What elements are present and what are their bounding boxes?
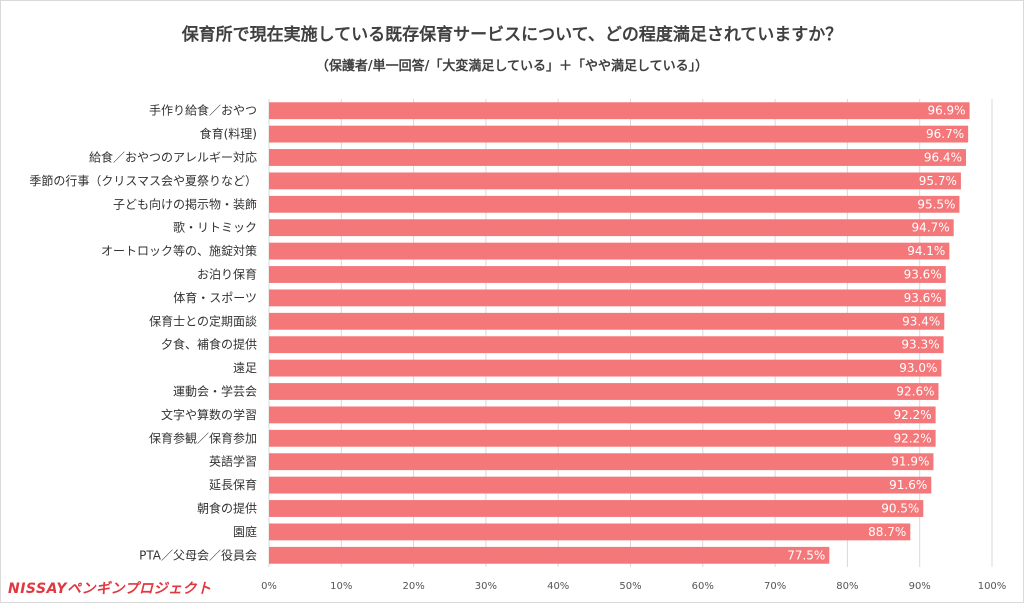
category-label: 保育士との定期面談 xyxy=(149,313,257,328)
category-label: 夕食、補食の提供 xyxy=(161,337,257,352)
value-label: 93.6% xyxy=(904,291,942,305)
bar xyxy=(269,406,936,424)
x-tick-label: 50% xyxy=(619,581,641,592)
bar xyxy=(269,266,946,283)
category-label: 季節の行事（クリスマス会や夏祭りなど） xyxy=(29,173,257,188)
category-label: 英語学習 xyxy=(209,454,257,469)
bar xyxy=(269,312,945,330)
x-tick-label: 90% xyxy=(909,581,931,592)
bar xyxy=(269,125,969,143)
bar xyxy=(269,500,924,517)
category-label: 朝食の提供 xyxy=(197,501,257,516)
category-label: 延長保育 xyxy=(209,477,257,492)
value-label: 93.6% xyxy=(904,268,942,282)
value-label: 91.6% xyxy=(889,478,927,492)
category-label: 子ども向けの掲示物・装飾 xyxy=(113,196,257,211)
value-label: 96.4% xyxy=(924,151,962,165)
category-label: 体育・スポーツ xyxy=(173,290,257,305)
value-label: 95.5% xyxy=(917,197,955,211)
chart-title: 保育所で現在実施している既存保育サービスについて、どの程度満足されていますか？ xyxy=(181,25,843,45)
bar xyxy=(269,336,944,354)
value-label: 90.5% xyxy=(881,502,919,516)
category-label: 食育(料理) xyxy=(200,126,257,141)
x-tick-label: 60% xyxy=(692,581,714,592)
bar xyxy=(269,383,939,400)
value-label: 94.1% xyxy=(907,244,945,258)
bar xyxy=(269,172,961,190)
category-label: 園庭 xyxy=(233,524,257,539)
bar xyxy=(269,453,934,471)
category-label: 歌・リトミック xyxy=(173,220,257,235)
value-label: 93.3% xyxy=(901,338,939,352)
value-label: 91.9% xyxy=(891,455,929,469)
category-label: 運動会・学芸会 xyxy=(173,384,257,399)
value-label: 92.6% xyxy=(896,385,934,399)
bar xyxy=(269,242,950,260)
bar xyxy=(269,149,966,166)
category-label: 遠足 xyxy=(233,361,257,375)
category-label: 保育参観／保育参加 xyxy=(149,430,257,445)
value-label: 93.0% xyxy=(899,361,937,375)
value-label: 77.5% xyxy=(787,548,825,562)
category-label: オートロック等の、施錠対策 xyxy=(101,243,257,258)
bar xyxy=(269,359,942,377)
value-label: 88.7% xyxy=(868,525,906,539)
value-label: 96.9% xyxy=(927,104,965,118)
bar xyxy=(269,429,936,447)
bar xyxy=(269,219,954,237)
value-label: 94.7% xyxy=(912,221,950,235)
category-label: 給食／おやつのアレルギー対応 xyxy=(89,150,257,165)
bar xyxy=(269,476,932,494)
category-label: 文字や算数の学習 xyxy=(161,407,257,422)
category-label: 手作り給食／おやつ xyxy=(149,103,257,118)
x-tick-label: 70% xyxy=(764,581,786,592)
bar xyxy=(269,523,911,541)
nissay-penguin-project-logo: NISSAYペンギンプロジェクト xyxy=(8,581,212,597)
value-label: 92.2% xyxy=(893,431,931,445)
x-tick-label: 20% xyxy=(402,581,424,592)
x-tick-label: 40% xyxy=(547,581,569,592)
x-tick-label: 80% xyxy=(836,581,858,592)
value-label: 95.7% xyxy=(919,174,957,188)
category-label: お泊り保育 xyxy=(197,267,257,282)
bar xyxy=(269,546,830,564)
x-tick-label: 10% xyxy=(330,581,352,592)
x-tick-label: 100% xyxy=(978,581,1007,592)
bar xyxy=(269,195,960,213)
bar xyxy=(269,289,946,307)
x-tick-label: 0% xyxy=(261,581,277,592)
value-label: 96.7% xyxy=(926,127,964,141)
category-label: PTA／父母会／役員会 xyxy=(139,547,257,562)
value-label: 92.2% xyxy=(893,408,931,422)
value-label: 93.4% xyxy=(902,314,940,328)
chart-subtitle: （保護者/単一回答/「大変満足している」＋「やや満足している」） xyxy=(315,59,709,74)
bar xyxy=(269,102,970,120)
x-tick-label: 30% xyxy=(475,581,497,592)
